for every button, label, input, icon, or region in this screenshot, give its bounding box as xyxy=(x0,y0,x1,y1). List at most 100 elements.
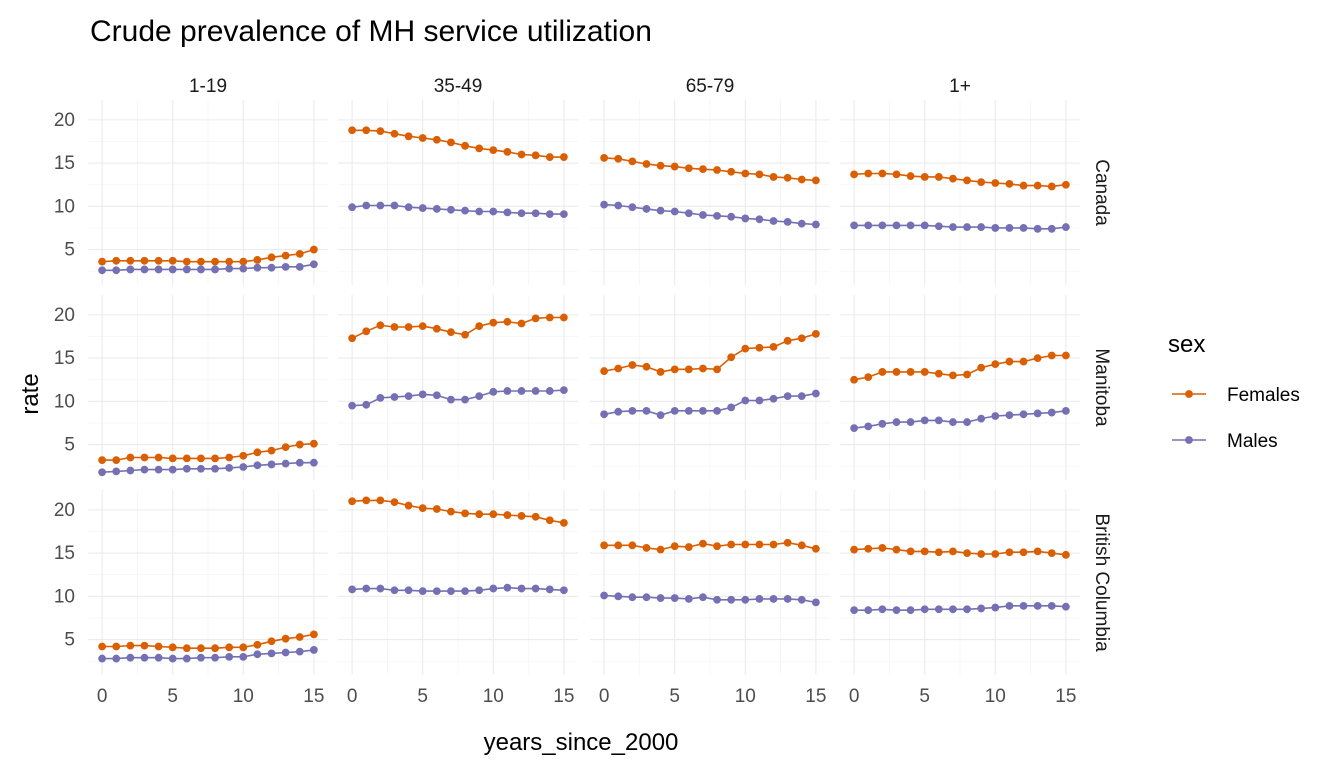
data-point-females xyxy=(281,251,290,260)
data-point-females xyxy=(684,164,693,173)
data-point-females xyxy=(699,165,707,174)
data-point-females xyxy=(404,132,413,141)
data-point-males xyxy=(348,585,357,594)
data-point-males xyxy=(656,206,665,215)
data-point-females xyxy=(461,330,469,339)
data-point-males xyxy=(963,418,971,426)
data-point-females xyxy=(197,644,205,653)
data-point-males xyxy=(797,595,806,604)
data-point-females xyxy=(489,318,498,327)
data-point-males xyxy=(628,406,637,415)
data-point-females xyxy=(1047,549,1056,558)
data-point-females xyxy=(741,540,750,549)
y-tick-label: 20 xyxy=(54,110,75,131)
data-point-males xyxy=(1005,411,1014,420)
data-point-males xyxy=(963,605,971,614)
data-point-females xyxy=(670,542,679,551)
data-point-males xyxy=(140,265,149,274)
data-point-females xyxy=(390,129,399,138)
data-point-females xyxy=(1033,354,1042,363)
data-point-females xyxy=(727,540,736,549)
data-point-females xyxy=(906,172,915,180)
data-point-males xyxy=(850,221,859,230)
data-point-females xyxy=(1019,357,1028,366)
data-point-males xyxy=(545,210,554,219)
data-point-males xyxy=(977,604,986,613)
data-point-males xyxy=(225,652,234,661)
data-point-females xyxy=(545,516,554,525)
data-point-males xyxy=(348,401,357,410)
x-tick-label: 0 xyxy=(849,686,860,707)
data-point-females xyxy=(489,510,498,519)
data-point-males xyxy=(309,458,318,467)
data-point-males xyxy=(432,391,441,400)
data-point-females xyxy=(348,497,357,506)
data-point-females xyxy=(811,176,820,185)
data-point-males xyxy=(531,209,540,218)
data-point-females xyxy=(418,134,427,142)
data-point-females xyxy=(225,643,234,652)
data-point-males xyxy=(1047,601,1056,610)
data-point-males xyxy=(211,265,219,274)
data-point-females xyxy=(811,330,820,338)
data-point-males xyxy=(559,586,568,595)
data-point-females xyxy=(783,538,792,547)
data-point-males xyxy=(447,587,455,596)
data-point-females xyxy=(197,454,205,463)
series-line-males xyxy=(352,204,564,215)
data-point-females xyxy=(892,170,901,179)
panel-canada-1-19 xyxy=(88,100,328,285)
data-point-males xyxy=(267,649,276,658)
data-point-females xyxy=(154,256,163,265)
data-point-females xyxy=(281,634,290,643)
panel-manitoba-65-79 xyxy=(590,295,830,480)
data-point-males xyxy=(656,411,665,420)
panel-canada-1 xyxy=(840,100,1080,285)
data-point-females xyxy=(517,150,526,159)
data-point-females xyxy=(531,314,540,323)
series-line-males xyxy=(854,604,1066,612)
y-tick-label: 5 xyxy=(64,240,75,261)
data-point-females xyxy=(1061,180,1070,189)
data-point-males xyxy=(684,406,693,415)
x-tick-label: 15 xyxy=(1055,686,1076,707)
data-point-males xyxy=(517,209,526,218)
data-point-males xyxy=(1019,601,1028,610)
data-point-females xyxy=(949,547,957,556)
data-point-males xyxy=(253,650,262,659)
strip-label-col: 1+ xyxy=(949,76,971,97)
data-point-males xyxy=(517,387,526,395)
data-point-females xyxy=(503,317,512,326)
data-point-females xyxy=(850,375,859,384)
data-point-males xyxy=(418,204,427,212)
data-point-females xyxy=(684,365,693,374)
data-point-males xyxy=(559,386,568,394)
data-point-males xyxy=(1005,601,1014,610)
data-point-females xyxy=(727,167,736,176)
data-point-females xyxy=(906,368,915,376)
data-point-males xyxy=(461,395,469,404)
data-point-males xyxy=(489,584,498,593)
panel-manitoba-35-49 xyxy=(338,295,578,480)
data-point-females xyxy=(991,360,1000,369)
data-point-males xyxy=(864,606,873,615)
data-point-females xyxy=(797,175,806,184)
data-point-females xyxy=(1047,182,1056,191)
x-tick-label: 0 xyxy=(97,686,108,707)
data-point-males xyxy=(1047,408,1056,417)
data-point-males xyxy=(934,222,943,231)
data-point-males xyxy=(309,646,318,654)
data-point-males xyxy=(755,396,764,405)
data-point-males xyxy=(390,393,399,401)
data-point-females xyxy=(418,322,427,331)
data-point-females xyxy=(432,324,441,333)
data-point-males xyxy=(699,406,707,415)
data-point-males xyxy=(991,412,1000,420)
data-point-males xyxy=(769,394,778,403)
data-point-males xyxy=(168,465,177,474)
data-point-males xyxy=(727,403,736,412)
data-point-females xyxy=(295,249,304,258)
data-point-males xyxy=(182,265,191,274)
legend-item-females: Females xyxy=(1172,385,1300,406)
data-point-females xyxy=(769,540,778,549)
